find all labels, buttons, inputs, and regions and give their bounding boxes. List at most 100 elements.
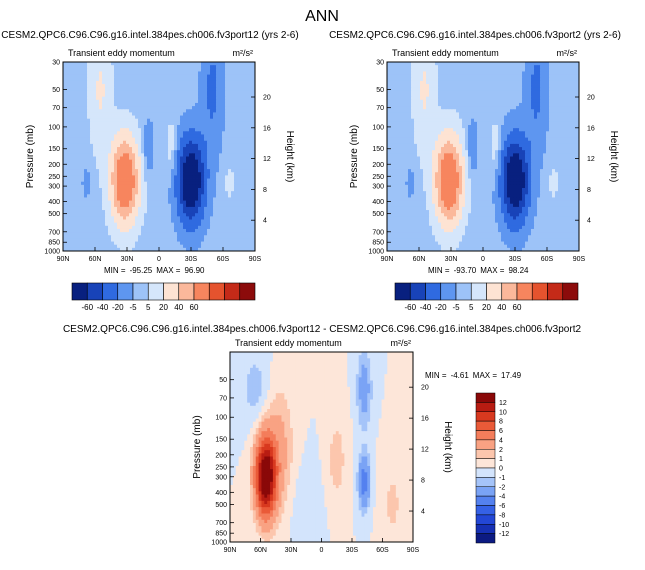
contour-cell [159, 232, 162, 236]
contour-cell [63, 160, 66, 164]
contour-cell [111, 207, 114, 211]
panel-units: m²/s² [557, 48, 578, 58]
contour-cell [387, 81, 390, 85]
contour-cell [240, 125, 243, 129]
contour-cell [492, 81, 495, 85]
contour-cell [87, 232, 90, 236]
contour-cell [522, 100, 525, 104]
contour-cell [438, 68, 441, 72]
contour-cell [159, 242, 162, 246]
contour-cell [231, 245, 234, 249]
contour-cell [102, 201, 105, 205]
contour-cell [441, 84, 444, 88]
contour-cell [132, 112, 135, 116]
contour-cell [180, 175, 183, 179]
contour-cell [63, 122, 66, 126]
contour-cell [528, 71, 531, 75]
contour-cell [93, 134, 96, 138]
contour-cell [123, 78, 126, 82]
y2-tick-label: 16 [263, 125, 271, 132]
contour-cell [123, 182, 126, 186]
contour-cell [516, 84, 519, 88]
contour-cell [144, 100, 147, 104]
contour-cell [546, 90, 549, 94]
contour-cell [222, 185, 225, 189]
contour-cell [459, 87, 462, 91]
contour-cell [75, 232, 78, 236]
contour-cell [159, 160, 162, 164]
contour-cell [207, 75, 210, 79]
contour-cell [114, 122, 117, 126]
contour-cell [90, 157, 93, 161]
contour-cell [210, 97, 213, 101]
contour-cell [444, 75, 447, 79]
contour-cell [444, 94, 447, 98]
contour-cell [66, 235, 69, 239]
contour-cell [519, 65, 522, 69]
contour-cell [228, 153, 231, 157]
contour-cell [198, 207, 201, 211]
contour-cell [72, 131, 75, 135]
contour-cell [150, 210, 153, 214]
contour-cell [522, 109, 525, 113]
contour-cell [72, 163, 75, 167]
contour-cell [87, 125, 90, 129]
contour-cell [96, 75, 99, 79]
contour-cell [147, 141, 150, 145]
contour-cell [444, 100, 447, 104]
contour-cell [135, 97, 138, 101]
contour-cell [123, 81, 126, 85]
contour-cell [81, 84, 84, 88]
contour-cell [405, 75, 408, 79]
contour-cell [447, 97, 450, 101]
contour-cell [225, 78, 228, 82]
contour-cell [192, 84, 195, 88]
contour-cell [486, 103, 489, 107]
contour-cell [483, 106, 486, 110]
contour-cell [207, 116, 210, 120]
contour-cell [84, 204, 87, 208]
contour-cell [186, 157, 189, 161]
contour-cell [114, 245, 117, 249]
contour-cell [228, 116, 231, 120]
contour-cell [114, 182, 117, 186]
contour-cell [126, 106, 129, 110]
contour-cell [393, 71, 396, 75]
contour-cell [63, 62, 66, 66]
contour-cell [195, 235, 198, 239]
contour-cell [93, 238, 96, 242]
contour-cell [492, 71, 495, 75]
contour-cell [108, 141, 111, 145]
contour-cell [72, 103, 75, 107]
contour-cell [516, 65, 519, 69]
contour-cell [177, 179, 180, 183]
contour-cell [420, 81, 423, 85]
contour-cell [147, 207, 150, 211]
contour-cell [222, 166, 225, 170]
contour-cell [216, 94, 219, 98]
contour-cell [114, 216, 117, 220]
contour-cell [180, 78, 183, 82]
contour-cell [414, 90, 417, 94]
contour-cell [204, 147, 207, 151]
contour-cell [510, 87, 513, 91]
panel-title: CESM2.QPC6.C96.C96.g16.intel.384pes.ch00… [1, 30, 298, 41]
contour-cell [246, 163, 249, 167]
contour-cell [141, 229, 144, 233]
contour-cell [210, 166, 213, 170]
contour-cell [444, 109, 447, 113]
contour-cell [156, 216, 159, 220]
contour-cell [153, 68, 156, 72]
contour-cell [81, 175, 84, 179]
contour-cell [99, 128, 102, 132]
contour-cell [165, 116, 168, 120]
contour-cell [87, 157, 90, 161]
contour-cell [462, 81, 465, 85]
contour-cell [180, 216, 183, 220]
contour-cell [231, 238, 234, 242]
contour-cell [120, 235, 123, 239]
contour-cell [246, 188, 249, 192]
contour-cell [513, 84, 516, 88]
contour-cell [423, 65, 426, 69]
contour-cell [72, 84, 75, 88]
